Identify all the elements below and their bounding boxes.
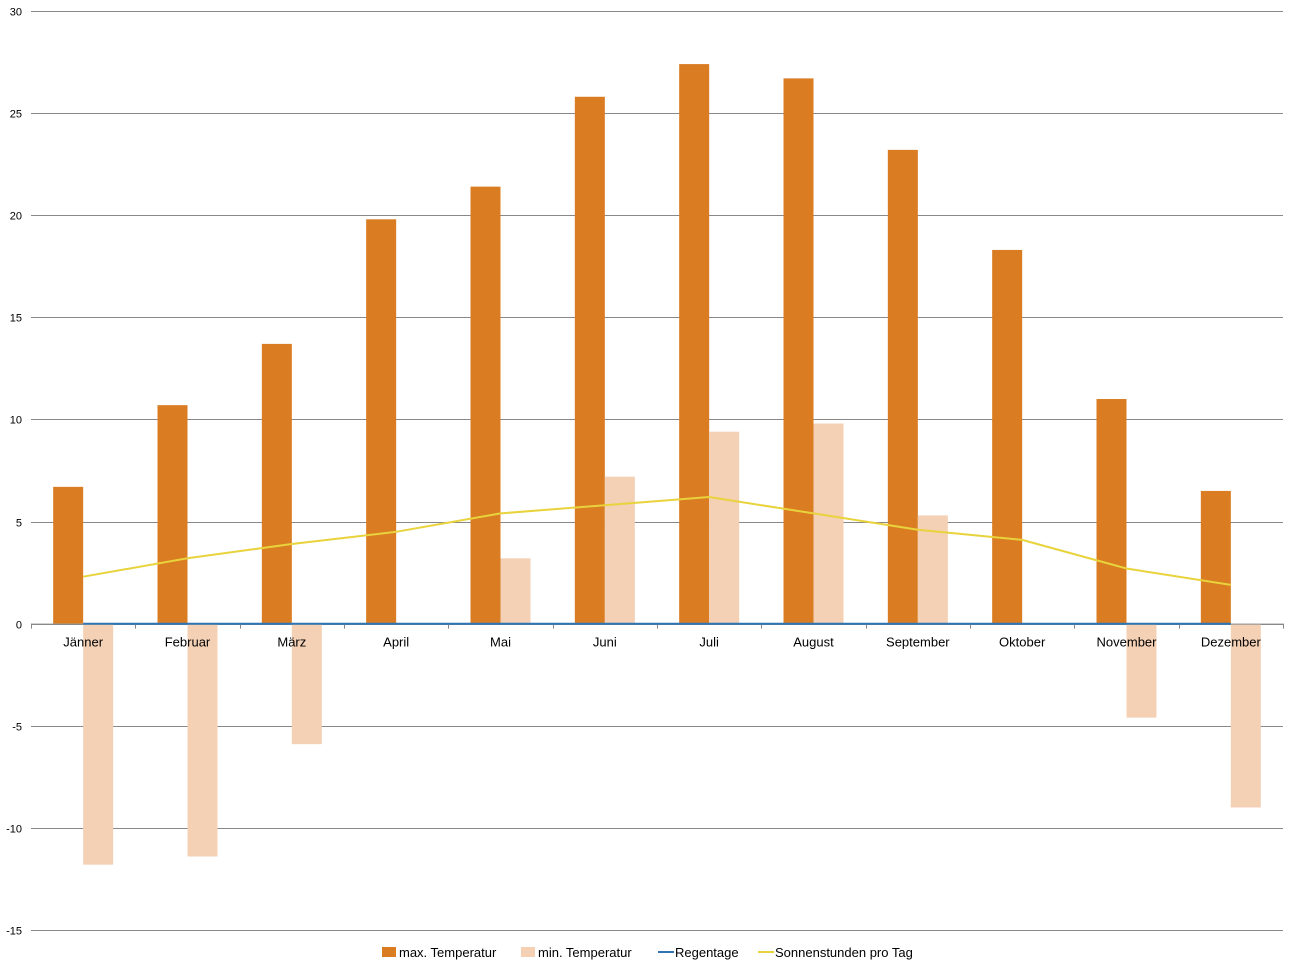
y-tick-label: 0 (16, 620, 22, 632)
x-category-label: Februar (165, 635, 211, 650)
lines (83, 495, 1231, 625)
y-tick-label: 25 (10, 109, 22, 121)
bar-min-temperature (187, 623, 218, 857)
bar-max-temperature (783, 78, 814, 624)
bar-max-temperature (887, 149, 918, 624)
y-tick-label: 20 (10, 211, 22, 223)
bar-min-temperature (291, 623, 322, 745)
x-category-label: Dezember (1201, 635, 1262, 650)
bar-min-temperature (709, 431, 740, 624)
x-category-label: September (886, 635, 950, 650)
bar-max-temperature (679, 64, 710, 624)
x-axis-categories: Jänner Februar März April Mai Juni Juli August S… (63, 635, 1261, 650)
line-sunshine-hours (83, 495, 1231, 586)
y-axis-ticks: 30 25 20 15 10 5 0 -5 -10 -15 (6, 7, 22, 938)
bar-max-temperature (53, 486, 84, 624)
y-tick-label: 10 (10, 415, 22, 427)
gridlines (31, 11, 1283, 931)
bar-max-temperature (157, 405, 188, 624)
bars (53, 64, 1261, 865)
x-category-label: November (1097, 635, 1158, 650)
y-tick-label: 15 (10, 313, 22, 325)
bar-max-temperature (470, 186, 501, 624)
bar-min-temperature (1230, 623, 1261, 808)
legend-label: min. Temperatur (538, 945, 632, 960)
bar-max-temperature (261, 343, 292, 624)
x-category-label: Mai (490, 635, 511, 650)
x-category-label: August (793, 635, 834, 650)
y-tick-label: -5 (12, 722, 22, 734)
x-category-label: Jänner (63, 635, 103, 650)
bar-min-temperature (604, 476, 635, 624)
legend: max. Temperatur min. Temperatur Regentage S… (382, 945, 913, 960)
legend-label: Regentage (675, 945, 739, 960)
x-category-label: März (277, 635, 306, 650)
bar-max-temperature (992, 249, 1023, 624)
bar-min-temperature (813, 423, 844, 624)
x-category-label: Oktober (999, 635, 1046, 650)
x-category-label: April (383, 635, 409, 650)
y-tick-label: -15 (6, 926, 22, 938)
bar-min-temperature (1126, 623, 1157, 718)
bar-min-temperature (500, 558, 531, 624)
y-tick-label: -10 (6, 824, 22, 836)
y-tick-label: 30 (10, 7, 22, 19)
bar-max-temperature (574, 96, 605, 624)
y-tick-label: 5 (16, 518, 22, 530)
legend-label: max. Temperatur (399, 945, 497, 960)
bar-min-temperature (83, 623, 114, 865)
legend-swatch (521, 947, 535, 957)
x-category-label: Juli (699, 635, 719, 650)
legend-swatch (382, 947, 396, 957)
bar-max-temperature (1200, 490, 1231, 624)
bar-min-temperature (917, 515, 948, 624)
bar-max-temperature (1096, 399, 1127, 624)
bar-max-temperature (366, 219, 397, 624)
x-category-label: Juni (593, 635, 617, 650)
legend-label: Sonnenstunden pro Tag (775, 945, 913, 960)
